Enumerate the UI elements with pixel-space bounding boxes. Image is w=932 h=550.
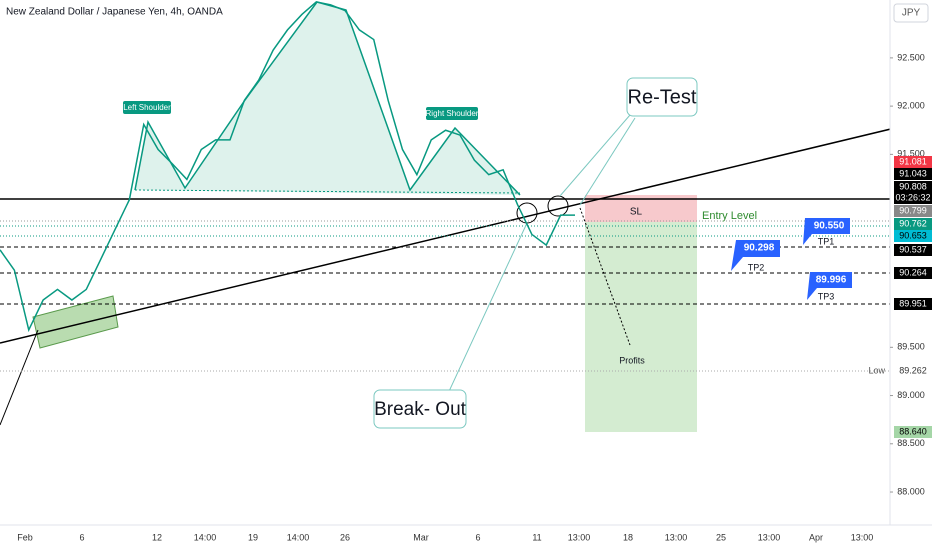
x-tick-label: 14:00 (194, 532, 217, 542)
tp2: TP2 (748, 262, 765, 272)
y-tick-label: 92.000 (897, 100, 925, 110)
label-box (373, 389, 467, 429)
price-tag-label: 90.653 (899, 230, 927, 240)
right-shoulder: Right Shoulder (426, 109, 479, 118)
entry-level: Entry Level (702, 210, 757, 222)
price-tag (894, 156, 932, 168)
price-tag (894, 365, 932, 377)
x-tick-label: Apr (809, 532, 823, 542)
price-tag (894, 244, 932, 256)
x-tick-label: 11 (532, 532, 541, 542)
price-tag-label: 91.043 (899, 168, 927, 178)
price-tag (894, 218, 932, 230)
currency-box[interactable] (893, 3, 929, 23)
profits: Profits (619, 355, 645, 365)
price-tag (894, 181, 932, 193)
price-tag-label: 90.808 (899, 181, 927, 191)
price-tag-label: 90.762 (899, 218, 927, 228)
trend-line-2 (0, 329, 39, 426)
callout-line (444, 222, 528, 401)
x-tick-label: 12 (152, 532, 162, 542)
sl: SL (630, 207, 643, 218)
price-tag (894, 426, 932, 438)
tp1-price: 90.550 (814, 221, 845, 232)
y-tick-label: 92.500 (897, 52, 925, 62)
price-tag (894, 230, 932, 242)
pattern-fill (135, 2, 520, 195)
price-tag-label: 88.640 (899, 426, 927, 436)
x-tick-label: 13:00 (665, 532, 688, 542)
y-tick-label: 89.000 (897, 390, 925, 400)
label-box (123, 101, 171, 114)
tp-callout (731, 240, 780, 271)
x-tick-label: 14:00 (287, 532, 310, 542)
price-tag-label: 90.537 (899, 244, 927, 254)
price-tag-label: 91.081 (899, 156, 927, 166)
y-tick-label: 88.500 (897, 438, 925, 448)
demand-zone (32, 295, 119, 349)
price-tag-label: 90.799 (899, 205, 927, 215)
x-tick-label: 19 (248, 532, 258, 542)
currency: JPY (902, 8, 921, 19)
x-tick-label: 6 (475, 532, 480, 542)
tp1: TP1 (818, 236, 835, 246)
x-tick-label: 18 (623, 532, 633, 542)
price-tag (894, 192, 932, 204)
retest: Re-Test (628, 86, 697, 108)
x-tick-label: Feb (17, 532, 33, 542)
x-tick-label: 6 (79, 532, 84, 542)
price-tag-label: 89.951 (899, 298, 927, 308)
label-box (626, 77, 698, 117)
y-tick-label: 91.500 (897, 149, 925, 159)
tp2-price: 90.298 (744, 243, 775, 254)
low-label: Low (868, 365, 885, 375)
tp-callout (803, 218, 850, 245)
price-tag-label: 89.262 (899, 365, 927, 375)
callout-line (559, 114, 631, 197)
price-tag (894, 205, 932, 217)
left-shoulder: Left Shoulder (123, 103, 171, 112)
price-tag (894, 267, 932, 279)
x-tick-label: 13:00 (758, 532, 781, 542)
price-tag (894, 168, 932, 180)
x-tick-label: Mar (413, 532, 429, 542)
retest-circle (547, 195, 569, 217)
price-tag-label: 90.264 (899, 267, 927, 277)
x-tick-label: 13:00 (568, 532, 591, 542)
price-tag-label: 03:26:32 (895, 192, 930, 202)
tp3: TP3 (818, 291, 835, 301)
breakout: Break- Out (374, 399, 467, 420)
tp-callout (807, 272, 852, 300)
price-line (0, 1, 575, 333)
chart-title: New Zealand Dollar / Japanese Yen, 4h, O… (6, 7, 223, 18)
x-tick-label: 25 (716, 532, 726, 542)
tp3-price: 89.996 (816, 275, 847, 286)
profit-arrow (579, 207, 631, 346)
pattern-base (134, 189, 521, 194)
price-tag (894, 298, 932, 310)
x-tick-label: 13:00 (851, 532, 874, 542)
y-tick-label: 89.500 (897, 342, 925, 352)
x-tick-label: 26 (340, 532, 350, 542)
callout-line (579, 117, 636, 206)
profit-zone (585, 222, 697, 432)
y-tick-label: 88.000 (897, 486, 925, 496)
label-box (426, 107, 478, 120)
